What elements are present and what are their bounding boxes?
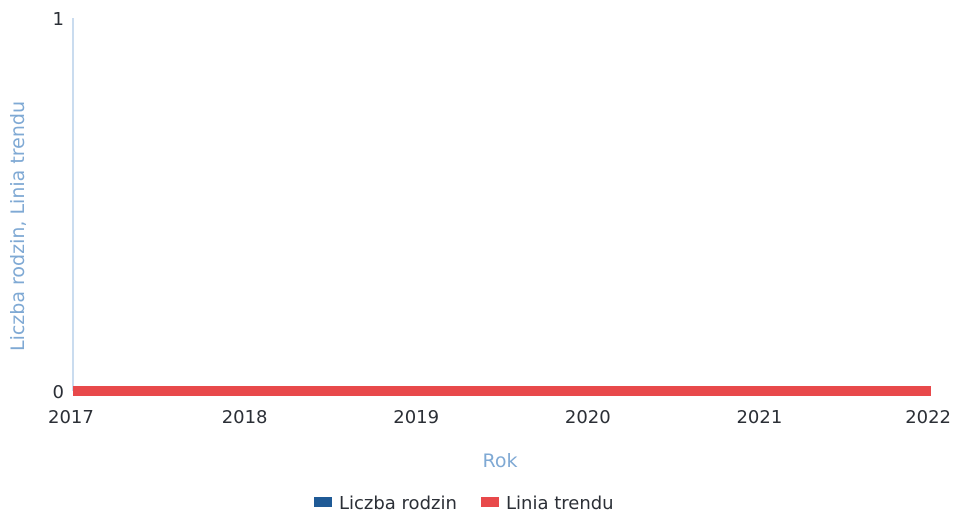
legend: Liczba rodzin Linia trendu (314, 493, 614, 514)
legend-label-linia-trendu: Linia trendu (506, 493, 614, 514)
legend-item-linia-trendu: Linia trendu (481, 493, 614, 514)
x-tick-label: 2021 (736, 407, 782, 428)
legend-swatch-linia-trendu (481, 497, 499, 507)
x-tick-label: 2022 (905, 407, 951, 428)
y-tick-label: 1 (53, 9, 64, 30)
x-tick-label: 2018 (222, 407, 268, 428)
y-tick-labels: 01 (53, 9, 64, 403)
y-axis-title: Liczba rodzin, Linia trendu (7, 101, 29, 351)
legend-item-liczba-rodzin: Liczba rodzin (314, 493, 457, 514)
x-tick-labels: 2017 2018 2019 2020 2021 2022 (48, 407, 951, 428)
legend-label-liczba-rodzin: Liczba rodzin (339, 493, 457, 514)
x-tick-label: 2017 (48, 407, 94, 428)
x-tick-label: 2020 (565, 407, 611, 428)
x-axis-title: Rok (483, 450, 518, 472)
x-tick-label: 2019 (393, 407, 439, 428)
legend-swatch-liczba-rodzin (314, 497, 332, 507)
y-tick-label: 0 (53, 382, 64, 403)
